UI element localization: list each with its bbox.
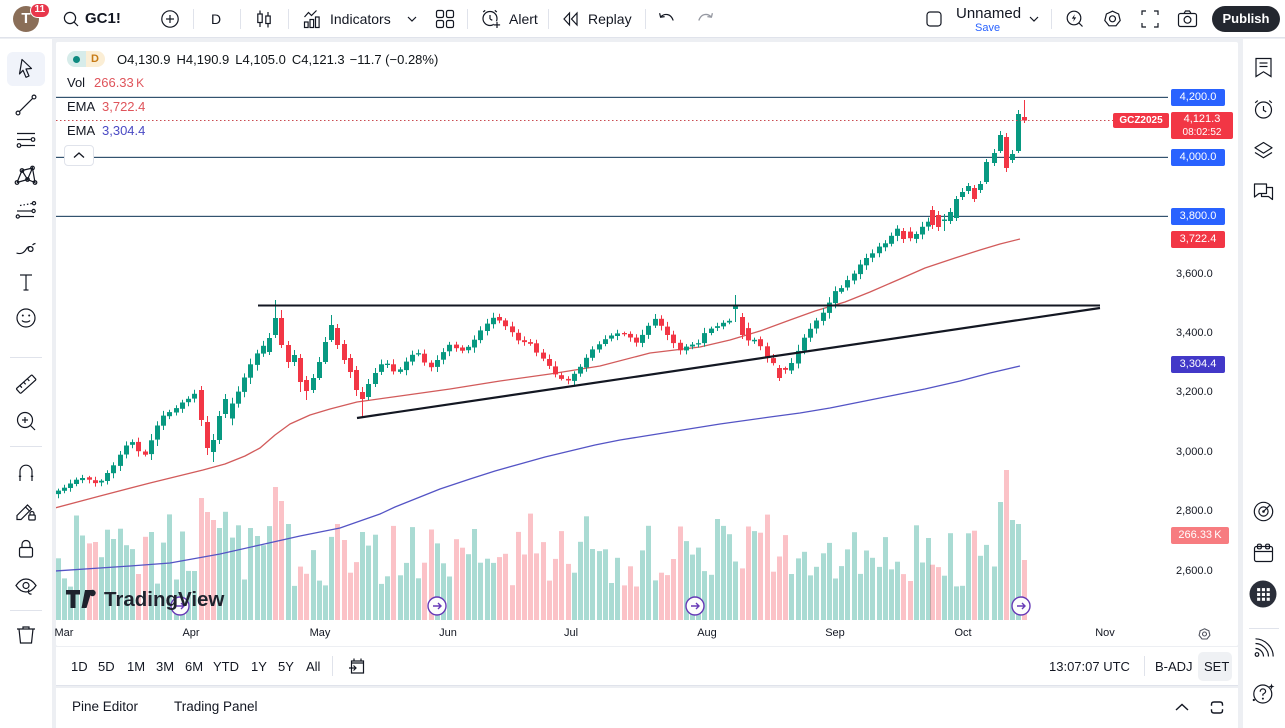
svg-text:TradingView: TradingView bbox=[104, 588, 224, 611]
